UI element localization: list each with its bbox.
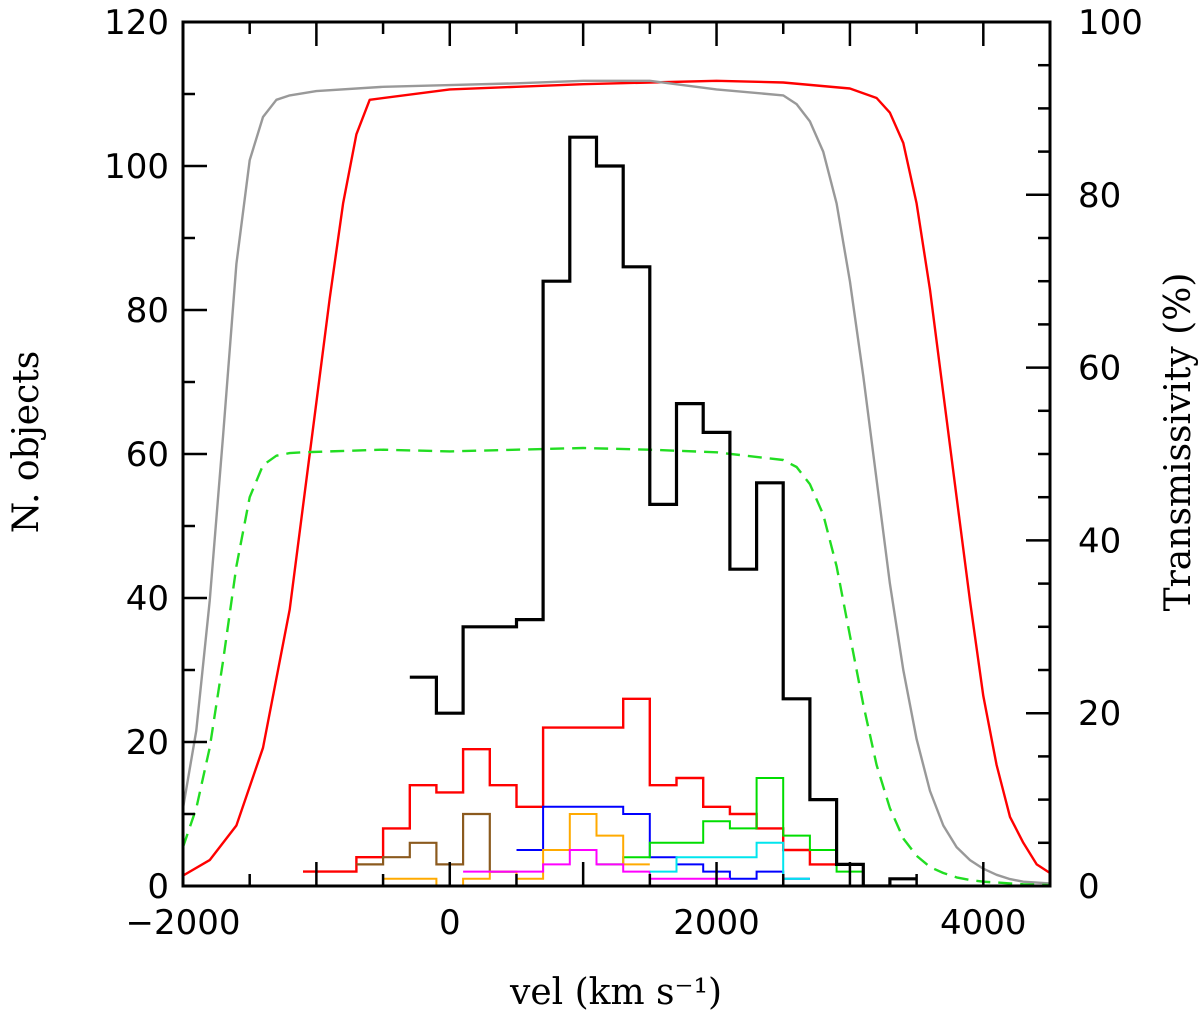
y2-tick-label: 40 (1078, 521, 1121, 561)
x-tick-label: 4000 (940, 903, 1027, 943)
red-filter-curve (183, 79, 1050, 877)
axis-ticks: −2000 0 2000 400002040608010012002040608010… (104, 3, 1143, 943)
grey-filter-curve (183, 79, 1050, 885)
x-tick-label: −2000 (125, 903, 240, 943)
brown-subset-histogram (356, 812, 517, 873)
y2-tick-label: 0 (1078, 867, 1100, 907)
y-tick-label: 20 (126, 723, 169, 763)
y-tick-label: 80 (126, 291, 169, 331)
y-tick-label: 100 (104, 147, 169, 187)
y2-axis-label: Transmissivity (%) (1158, 273, 1199, 612)
x-tick-label: 2000 (673, 903, 760, 943)
transmissivity-curves (183, 79, 1050, 886)
histograms (303, 135, 917, 886)
x-axis-label: vel (km s⁻¹) (509, 972, 722, 1013)
y2-tick-label: 80 (1078, 176, 1121, 216)
y-tick-label: 120 (104, 3, 169, 43)
y-tick-label: 60 (126, 435, 169, 475)
y-tick-label: 0 (147, 867, 169, 907)
green-subset-histogram (596, 777, 864, 873)
x-tick-label: 0 (439, 903, 461, 943)
y-axis-label: N. objects (6, 351, 47, 533)
y-tick-label: 40 (126, 579, 169, 619)
y2-tick-label: 60 (1078, 349, 1121, 389)
all-histogram (409, 135, 917, 886)
magenta-subset-histogram (463, 849, 730, 880)
y2-tick-label: 20 (1078, 694, 1121, 734)
cyan-subset-histogram (649, 841, 810, 880)
y2-tick-label: 100 (1078, 3, 1143, 43)
green-filter-curve (183, 446, 1050, 886)
